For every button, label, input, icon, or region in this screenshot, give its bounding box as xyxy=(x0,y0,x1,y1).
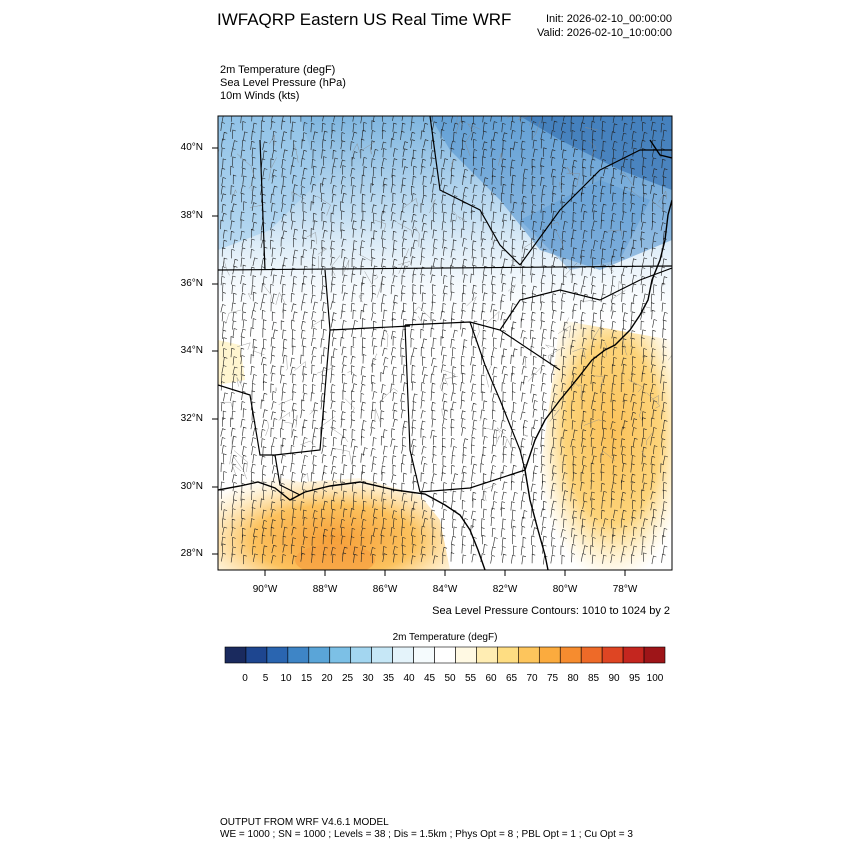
colorbar-swatch xyxy=(497,646,519,664)
colorbar-label: 25 xyxy=(341,673,354,684)
colorbar-swatch xyxy=(224,646,247,664)
colorbar-label: 45 xyxy=(423,673,436,684)
colorbar-swatch xyxy=(413,646,435,664)
lon-label: 90°W xyxy=(252,584,278,595)
colorbar-swatch xyxy=(434,646,456,664)
lat-label: 28°N xyxy=(180,548,203,559)
colorbar-label: 85 xyxy=(587,673,600,684)
colorbar-label: 50 xyxy=(444,673,456,684)
colorbar-label: 70 xyxy=(526,673,538,684)
lon-label: 78°W xyxy=(612,584,638,595)
lat-label: 36°N xyxy=(180,278,203,289)
colorbar-swatch xyxy=(287,646,310,664)
colorbar-swatch xyxy=(518,646,540,664)
colorbar-swatch xyxy=(245,646,268,664)
state-borders xyxy=(218,116,672,496)
colorbar-swatch xyxy=(455,646,477,664)
colorbar-label: 15 xyxy=(300,673,313,684)
colorbar-swatch xyxy=(392,646,414,664)
colorbar-swatch xyxy=(329,646,352,664)
model-info: OUTPUT FROM WRF V4.6.1 MODEL xyxy=(220,817,389,828)
colorbar-label: 5 xyxy=(262,673,269,684)
colorbar-label: 65 xyxy=(505,673,518,684)
colorbar-label: 80 xyxy=(567,673,579,684)
colorbar-label: 30 xyxy=(362,673,374,684)
lon-label: 82°W xyxy=(492,584,518,595)
lat-label: 32°N xyxy=(180,413,203,424)
colorbar-label: 95 xyxy=(628,673,641,684)
colorbar-title: 2m Temperature (degF) xyxy=(392,632,498,643)
field-label-pressure: Sea Level Pressure (hPa) xyxy=(220,77,346,89)
lat-label: 40°N xyxy=(180,142,203,153)
colorbar-label: 75 xyxy=(546,673,559,684)
slp-contour-note: Sea Level Pressure Contours: 1010 to 102… xyxy=(432,605,670,617)
colorbar-label: 0 xyxy=(242,673,248,684)
colorbar-label: 60 xyxy=(485,673,497,684)
colorbar-swatch xyxy=(601,646,624,664)
colorbar-label: 40 xyxy=(403,673,415,684)
lon-label: 88°W xyxy=(312,584,338,595)
lon-label: 80°W xyxy=(552,584,578,595)
field-label-winds: 10m Winds (kts) xyxy=(220,90,300,102)
lon-label: 86°W xyxy=(372,584,398,595)
colorbar-label: 55 xyxy=(464,673,477,684)
colorbar-label: 90 xyxy=(608,673,620,684)
colorbar-swatch xyxy=(538,646,561,664)
colorbar-swatch xyxy=(622,646,645,664)
colorbar-swatch xyxy=(308,646,331,664)
colorbar-swatch xyxy=(643,646,666,664)
model-config: WE = 1000 ; SN = 1000 ; Levels = 38 ; Di… xyxy=(220,829,633,840)
colorbar xyxy=(224,646,666,664)
colorbar-swatch xyxy=(266,646,289,664)
colorbar-label: 100 xyxy=(646,673,664,684)
valid-time: Valid: 2026-02-10_10:00:00 xyxy=(537,27,672,39)
field-label-temperature: 2m Temperature (degF) xyxy=(220,64,336,76)
colorbar-swatch xyxy=(580,646,603,664)
colorbar-label: 20 xyxy=(321,673,333,684)
init-time: Init: 2026-02-10_00:00:00 xyxy=(546,13,672,25)
lat-label: 34°N xyxy=(180,345,203,356)
lon-label: 84°W xyxy=(432,584,458,595)
map-ticks xyxy=(212,147,626,576)
colorbar-swatch xyxy=(371,646,393,664)
map-title: IWFAQRP Eastern US Real Time WRF xyxy=(217,10,512,29)
lat-label: 38°N xyxy=(180,210,203,221)
colorbar-label: 10 xyxy=(280,673,292,684)
colorbar-label: 35 xyxy=(382,673,395,684)
lat-label: 30°N xyxy=(180,481,203,492)
colorbar-swatch xyxy=(350,646,372,664)
colorbar-swatch xyxy=(559,646,582,664)
colorbar-swatch xyxy=(476,646,498,664)
coastline xyxy=(218,139,672,570)
